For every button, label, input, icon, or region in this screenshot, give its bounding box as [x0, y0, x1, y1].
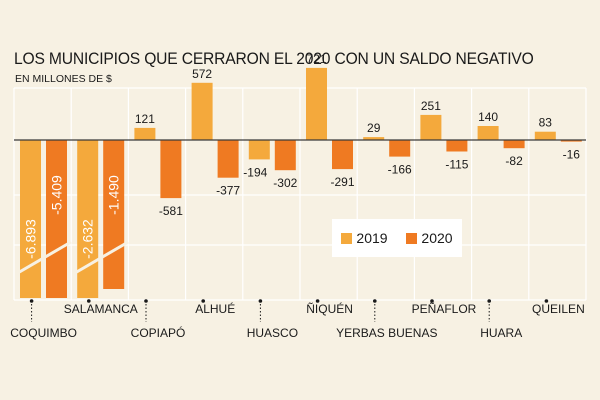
- legend-swatch-2019: [341, 232, 353, 244]
- label-2020-yerbas-buenas: -166: [388, 163, 412, 177]
- label-2020-ñiquén: -291: [330, 175, 354, 189]
- category-label-huara: HUARA: [480, 326, 522, 340]
- axis-break-coquimbo: [15, 240, 72, 276]
- label-2020-huara: -82: [505, 154, 523, 168]
- category-label-peñaflor: PEÑAFLOR: [412, 302, 477, 316]
- label-2019-yerbas-buenas: 29: [367, 121, 381, 135]
- bar-2020-coquimbo: [46, 140, 67, 298]
- label-2019-alhué: 572: [192, 67, 212, 81]
- bar-2020-ñiquén: [332, 140, 353, 170]
- axis-break-salamanca: [72, 240, 129, 276]
- bar-2019-huasco: [248, 140, 270, 160]
- tick-yerbas-buenas: [373, 299, 377, 303]
- tick-coquimbo: [29, 299, 34, 303]
- bar-2020-yerbas-buenas: [389, 140, 411, 157]
- chart-title: LOS MUNICIPIOS QUE CERRARON EL 2020 CON …: [14, 49, 534, 68]
- category-label-yerbas-buenas: YERBAS BUENAS: [336, 326, 437, 340]
- legend-label-2020: 2020: [421, 230, 453, 246]
- category-label-alhué: ALHUÉ: [195, 301, 235, 316]
- label-2020-peñaflor: -115: [445, 158, 468, 172]
- label-2019-huasco: -194: [243, 165, 267, 179]
- category-label-ñiquén: ÑIQUÉN: [306, 301, 353, 316]
- category-label-salamanca: SALAMANCA: [64, 302, 138, 316]
- legend-swatch-2020: [406, 232, 418, 244]
- tick-copiapó: [144, 299, 148, 303]
- bar-2020-alhué: [217, 140, 239, 178]
- label-2019-ñiquén: 721: [306, 52, 326, 66]
- category-label-queilen: QUEILEN: [532, 302, 585, 316]
- label-2020-alhué: -377: [216, 184, 240, 198]
- legend-label-2019: 2019: [356, 230, 388, 246]
- bar-2019-huara: [477, 126, 499, 140]
- bar-2019-peñaflor: [420, 114, 442, 140]
- tick-huasco: [258, 299, 263, 303]
- bar-2019-salamanca: [77, 140, 99, 298]
- label-2020-salamanca: -1.490: [106, 175, 122, 215]
- label-2020-coquimbo: -5.409: [49, 175, 65, 215]
- chart-subtitle: EN MILLONES DE $: [15, 73, 112, 85]
- bar-2020-queilen: [560, 140, 582, 142]
- bar-2019-alhué: [191, 82, 213, 140]
- bar-2019-copiapó: [134, 127, 156, 140]
- tick-alhué: [201, 299, 205, 303]
- label-2019-huara: 140: [478, 110, 498, 124]
- tick-salamanca: [87, 299, 91, 303]
- category-label-coquimbo: COQUIMBO: [10, 326, 77, 340]
- bar-2019-yerbas-buenas: [363, 137, 385, 140]
- tick-queilen: [544, 299, 549, 303]
- label-2019-queilen: 83: [539, 116, 553, 130]
- bar-2020-huasco: [274, 140, 296, 171]
- bar-2019-coquimbo: [20, 140, 41, 298]
- category-label-copiapó: COPIAPÓ: [131, 325, 186, 340]
- legend-item-2020: 2020: [406, 230, 453, 246]
- label-2019-peñaflor: 251: [421, 99, 441, 113]
- label-2020-copiapó: -581: [159, 204, 183, 218]
- bar-2020-copiapó: [160, 140, 182, 199]
- bar-2020-peñaflor: [446, 140, 468, 152]
- label-2020-huasco: -302: [273, 176, 297, 190]
- bar-2019-queilen: [534, 131, 556, 140]
- tick-ñiquén: [315, 299, 320, 303]
- legend-item-2019: 2019: [341, 230, 388, 246]
- tick-peñaflor: [430, 299, 434, 303]
- bar-2020-huara: [503, 140, 525, 149]
- label-2019-copiapó: 121: [135, 112, 155, 126]
- label-2019-coquimbo: -6.893: [23, 219, 39, 259]
- tick-huara: [487, 299, 492, 303]
- label-2020-queilen: -16: [563, 148, 581, 162]
- legend: 2019 2020: [332, 219, 462, 257]
- category-label-huasco: HUASCO: [247, 326, 298, 340]
- bar-2020-salamanca: [103, 140, 125, 289]
- label-2019-salamanca: -2.632: [80, 219, 96, 259]
- bar-2019-ñiquén: [306, 67, 327, 140]
